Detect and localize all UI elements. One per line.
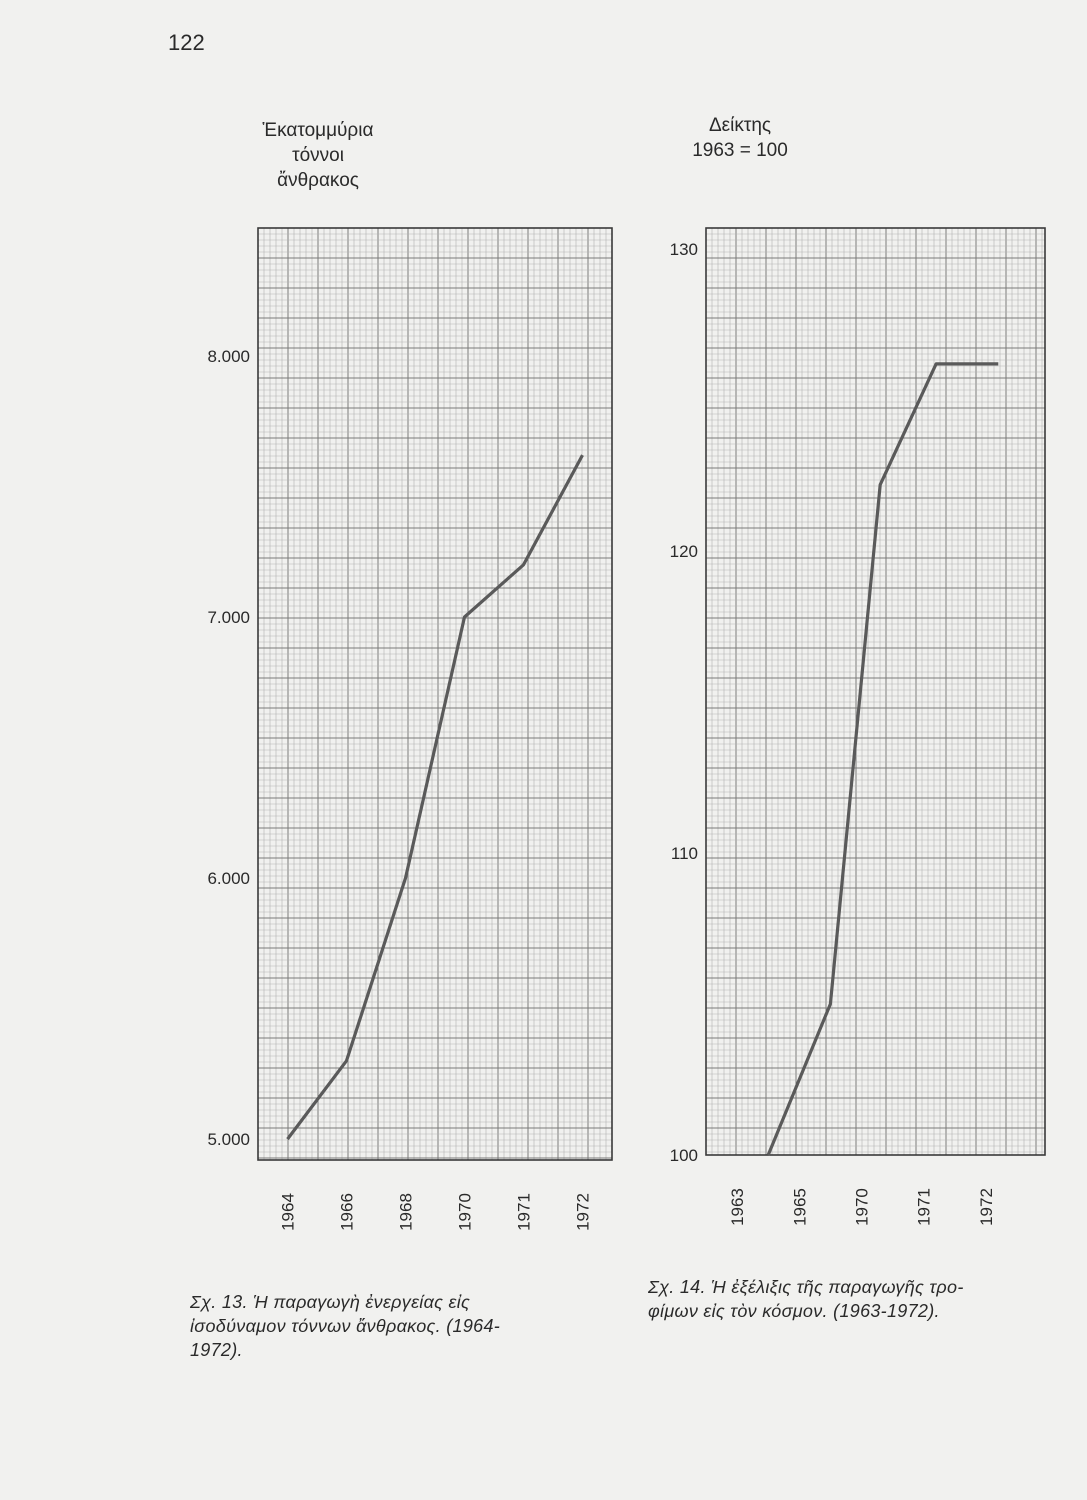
chart1-series-line <box>286 454 584 1141</box>
chart1-ylabel-line: Ἑκατομμύρια <box>262 120 374 141</box>
chart2-x-tick-label: 1963 <box>728 1188 747 1226</box>
chart1-y-tick-label: 8.000 <box>207 347 250 366</box>
chart2-y-tick-label: 100 <box>670 1146 698 1165</box>
page-number: 122 <box>168 30 205 55</box>
caption-line: 1972). <box>190 1340 243 1360</box>
chart2-series-line <box>766 362 999 1156</box>
chart1-y-tick-label: 6.000 <box>207 869 250 888</box>
caption-line: Σχ. 13. Ἡ παραγωγὴ ἐνεργείας εἰς <box>190 1292 471 1312</box>
chart1-x-tick-label: 1966 <box>338 1193 357 1231</box>
chart1-y-tick-label: 7.000 <box>207 608 250 627</box>
chart2-x-tick-label: 1970 <box>853 1188 872 1226</box>
chart2-caption: Σχ. 14. Ἡ ἐξέλιξις τῆς παραγωγῆς τρο- φί… <box>648 1275 1048 1323</box>
chart1-x-tick-label: 1970 <box>456 1193 475 1231</box>
chart2-y-tick-label: 130 <box>670 240 698 259</box>
caption-line: ἰσοδύναμον τόννων ἄνθρακος. (1964- <box>190 1316 501 1336</box>
chart1-ylabel-line: ἄνθρακος <box>277 170 359 191</box>
chart2-grid <box>705 227 1045 1155</box>
chart2-y-tick-label: 120 <box>670 542 698 561</box>
chart1-x-tick-label: 1964 <box>279 1193 298 1231</box>
chart1-y-tick-label: 5.000 <box>207 1130 250 1149</box>
chart2-x-tick-label: 1972 <box>977 1188 996 1226</box>
chart1-ylabel-line: τόννοι <box>292 145 344 166</box>
chart1-x-tick-label: 1968 <box>397 1193 416 1231</box>
chart2-x-tick-label: 1965 <box>790 1188 809 1226</box>
chart1-x-tick-label: 1971 <box>515 1193 534 1231</box>
caption-line: Σχ. 14. Ἡ ἐξέλιξις τῆς παραγωγῆς τρο- <box>648 1277 964 1297</box>
chart2-frame <box>705 227 1046 1156</box>
chart2-y-tick-label: 110 <box>671 844 698 863</box>
chart2-ylabel-line: 1963 = 100 <box>692 140 788 161</box>
caption-line: φίμων εἰς τὸν κόσμον. (1963-1972). <box>648 1301 940 1321</box>
chart1-x-tick-label: 1972 <box>574 1193 593 1231</box>
chart2-ylabel: Δείκτης 1963 = 100 <box>660 113 820 163</box>
chart1-ylabel: Ἑκατομμύρια τόννοι ἄνθρακος <box>228 118 408 193</box>
chart1-caption: Σχ. 13. Ἡ παραγωγὴ ἐνεργείας εἰς ἰσοδύνα… <box>190 1290 630 1362</box>
chart2-ylabel-line: Δείκτης <box>708 115 772 136</box>
chart1-frame <box>257 227 613 1161</box>
chart2-x-tick-label: 1971 <box>915 1188 934 1226</box>
